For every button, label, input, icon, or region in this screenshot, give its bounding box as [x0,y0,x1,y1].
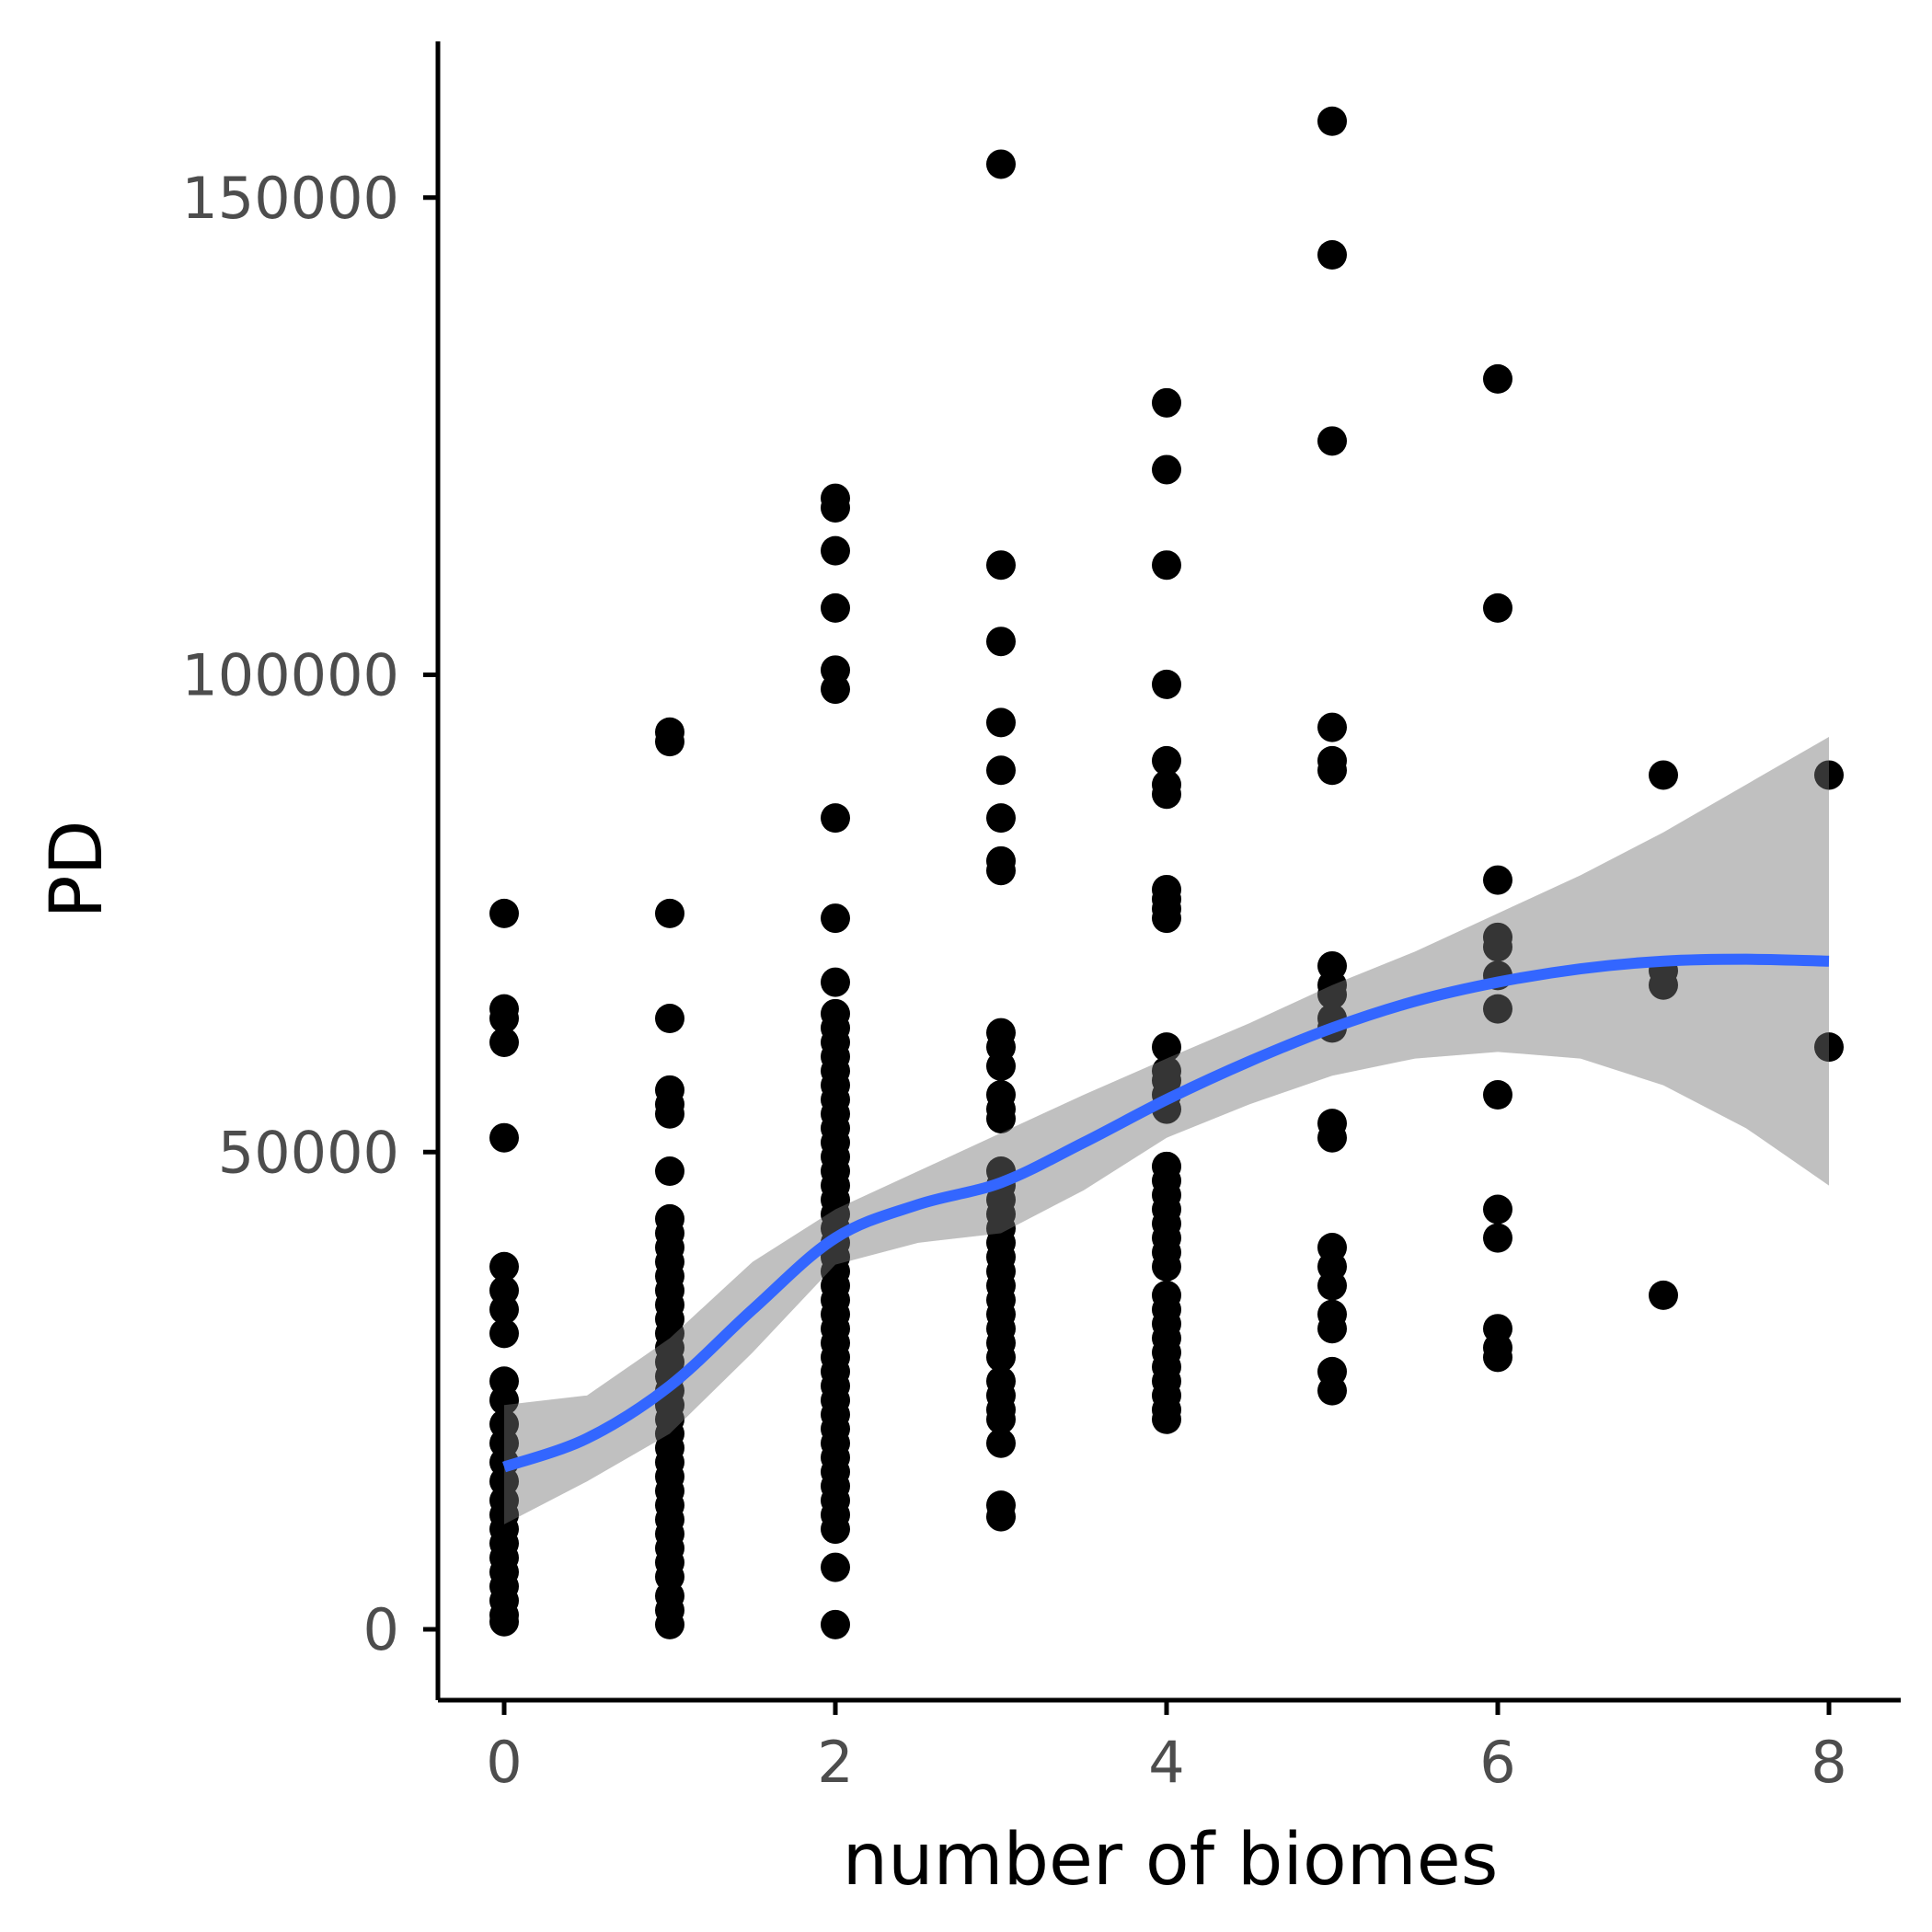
smooth-line-layer [502,736,1830,1524]
data-point [655,1156,684,1186]
data-point [986,707,1016,738]
data-point [1152,1032,1181,1063]
data-point [986,1103,1016,1133]
data-point [1649,760,1678,790]
data-point [1483,1080,1512,1110]
data-point [1317,106,1347,136]
data-point [986,1404,1016,1434]
data-point [655,1004,684,1033]
data-point [821,1609,850,1639]
data-point [1317,426,1347,456]
data-point [986,627,1016,657]
data-point [489,1027,519,1057]
data-point [821,903,850,934]
data-point [1152,1404,1181,1434]
data-point [1317,240,1347,270]
data-point [1483,363,1512,394]
y-tick-label: 150000 [181,165,399,232]
y-tick-label: 50000 [218,1119,399,1186]
data-point [1152,745,1181,776]
data-point [1152,550,1181,581]
data-point [986,1342,1016,1373]
axes-layer [435,41,1901,1703]
data-point [489,1606,519,1637]
data-point [1152,1251,1181,1282]
data-point [1649,970,1678,1000]
data-point [1152,454,1181,485]
data-point [1483,932,1512,962]
data-point [1152,387,1181,418]
data-point [489,1318,519,1349]
data-point [986,803,1016,834]
data-point [821,1552,850,1582]
x-tick-label: 8 [1811,1729,1846,1796]
data-point [1483,865,1512,895]
x-axis-title: number of biomes [843,1819,1499,1902]
data-point [1483,592,1512,623]
data-point [986,1428,1016,1458]
x-tick-label: 6 [1479,1729,1515,1796]
data-point [1814,1032,1844,1063]
data-point [986,1501,1016,1532]
data-point [986,149,1016,179]
data-point [821,967,850,997]
data-point [1317,755,1347,786]
data-point [655,727,684,757]
data-point [1483,1223,1512,1253]
data-point [1317,1375,1347,1406]
data-point [655,1098,684,1129]
y-tick-label: 0 [363,1596,399,1663]
data-point [489,1386,519,1415]
data-point [1152,903,1181,934]
data-point [1152,779,1181,810]
data-point [489,1122,519,1153]
y-tick-label: 100000 [181,642,399,709]
data-point [821,492,850,523]
data-point [1814,760,1844,790]
data-point [1317,1122,1347,1153]
data-point [489,1251,519,1282]
data-point [489,1294,519,1325]
confidence-band-overlay [504,736,1829,1524]
data-point [1317,1314,1347,1344]
data-point [489,898,519,928]
data-point [821,592,850,623]
data-point [1483,1194,1512,1225]
data-point [1317,712,1347,742]
data-point [655,898,684,928]
data-point [986,856,1016,886]
data-point [1152,669,1181,699]
data-point [821,803,850,834]
data-point [986,550,1016,581]
ticks-layer: 0 2 4 6 8 0 50000 100000 150000 [181,165,1846,1796]
data-point [1483,994,1512,1024]
data-point [1317,980,1347,1010]
x-tick-label: 4 [1148,1729,1184,1796]
data-point [1317,1271,1347,1301]
data-points-layer [489,106,1844,1639]
x-tick-label: 0 [486,1729,522,1796]
data-point [986,755,1016,786]
data-point [1649,1280,1678,1310]
x-tick-label: 2 [817,1729,853,1796]
data-point [821,1514,850,1545]
data-point [655,1609,684,1639]
data-point [986,1051,1016,1081]
data-point [821,535,850,566]
data-point [489,1004,519,1033]
smooth-line [502,953,1830,1473]
data-point [821,674,850,705]
y-axis-title: PD [36,820,119,918]
data-point [1483,1342,1512,1373]
